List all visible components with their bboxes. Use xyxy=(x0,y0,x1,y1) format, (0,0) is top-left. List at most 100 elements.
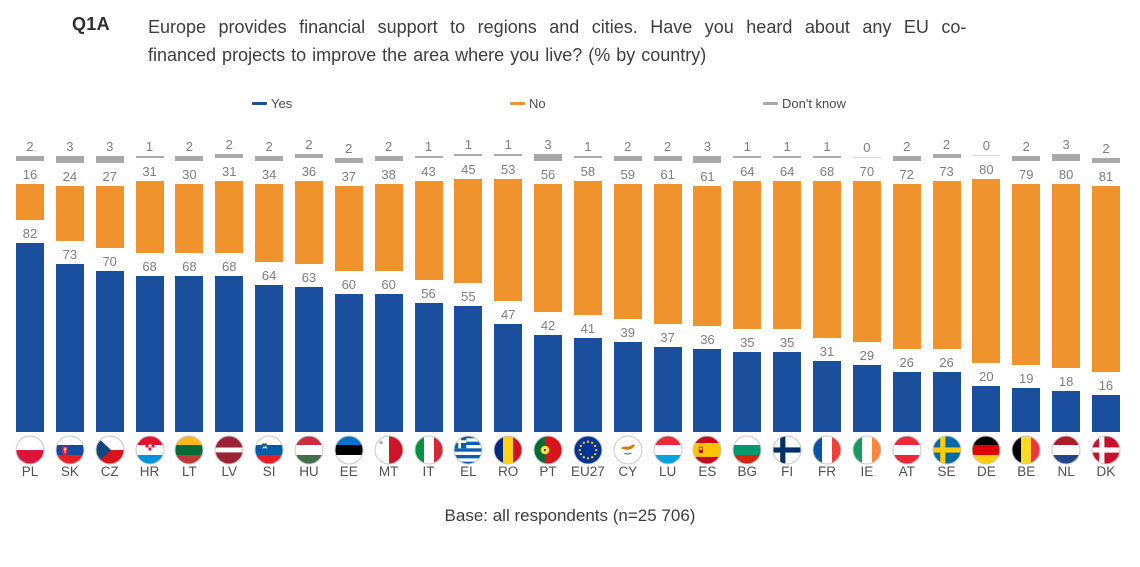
legend-item-no: No xyxy=(510,96,546,111)
dont-know-value-label: 2 xyxy=(185,139,193,154)
yes-bar xyxy=(215,275,244,432)
yes-bar xyxy=(1012,388,1041,432)
dont-know-bar xyxy=(613,156,642,161)
dont-know-value-label: 2 xyxy=(624,139,632,154)
dont-know-bar xyxy=(932,153,961,159)
flag-SK-icon xyxy=(55,435,85,465)
no-bar xyxy=(932,181,961,350)
no-value-label: 64 xyxy=(740,164,755,180)
legend-dash-icon xyxy=(252,102,267,105)
no-value-label: 61 xyxy=(660,166,675,182)
dont-know-bar xyxy=(215,153,244,159)
yes-bar xyxy=(972,386,1001,432)
no-value-label: 37 xyxy=(341,168,357,184)
dont-know-value-label: 1 xyxy=(584,139,592,154)
no-value-label: 38 xyxy=(381,166,396,182)
no-value-label: 80 xyxy=(979,162,994,177)
flag-LV-icon xyxy=(214,435,244,465)
yes-bar xyxy=(414,303,443,432)
dont-know-bar xyxy=(813,156,841,159)
yes-value-label: 73 xyxy=(62,247,78,263)
yes-bar xyxy=(16,243,44,432)
yes-value-label: 68 xyxy=(222,258,237,274)
bar-column-PT: 42 56 3 xyxy=(534,130,563,432)
yes-value-label: 26 xyxy=(939,355,954,371)
yes-value-label: 64 xyxy=(261,267,277,283)
no-value-label: 56 xyxy=(540,166,556,182)
country-label-EL: EL xyxy=(460,464,477,479)
country-label-DE: DE xyxy=(977,464,996,479)
country-label-FI: FI xyxy=(781,464,794,479)
flag-EE-icon xyxy=(334,435,364,465)
dont-know-bar xyxy=(534,153,563,161)
bar-column-IE: 29 70 0 xyxy=(852,130,881,432)
no-value-label: 73 xyxy=(939,164,954,180)
bar-column-AT: 26 72 2 xyxy=(892,130,921,432)
yes-value-label: 70 xyxy=(102,254,117,269)
flag-BG-icon xyxy=(732,435,762,465)
bar-column-BE: 19 79 2 xyxy=(1012,130,1041,432)
no-bar xyxy=(813,181,841,338)
dont-know-value-label: 2 xyxy=(1102,141,1110,157)
no-bar xyxy=(693,185,722,327)
dont-know-value-label: 3 xyxy=(1062,136,1070,152)
flag-HR-icon xyxy=(135,435,165,465)
no-bar xyxy=(573,181,602,315)
no-value-label: 81 xyxy=(1098,168,1114,184)
no-value-label: 34 xyxy=(261,166,277,182)
no-value-label: 79 xyxy=(1019,166,1034,182)
dont-know-bar xyxy=(414,156,443,159)
no-value-label: 31 xyxy=(142,164,157,180)
dont-know-value-label: 2 xyxy=(345,141,353,157)
no-bar xyxy=(1091,185,1120,373)
bar-column-LU: 37 61 2 xyxy=(653,130,682,432)
no-value-label: 16 xyxy=(22,166,38,182)
yes-value-label: 20 xyxy=(979,369,994,384)
yes-bar xyxy=(175,275,204,432)
country-label-IT: IT xyxy=(422,464,435,479)
dont-know-bar xyxy=(95,156,124,163)
dont-know-bar xyxy=(494,153,523,156)
yes-value-label: 41 xyxy=(580,320,596,336)
flag-HU-icon xyxy=(294,435,324,465)
flag-SI-icon xyxy=(254,435,284,465)
yes-value-label: 82 xyxy=(22,226,38,242)
bar-column-RO: 47 53 1 xyxy=(494,130,523,432)
dont-know-bar xyxy=(135,156,164,159)
dont-know-value-label: 2 xyxy=(265,139,273,154)
no-bar xyxy=(1052,183,1081,368)
dont-know-value-label: 2 xyxy=(663,139,672,154)
country-label-CZ: CZ xyxy=(100,464,119,479)
yes-value-label: 19 xyxy=(1019,371,1034,387)
dont-know-value-label: 2 xyxy=(26,139,34,154)
yes-value-label: 29 xyxy=(859,348,875,364)
flag-DK-icon xyxy=(1091,435,1121,465)
flag-IT-icon xyxy=(414,435,444,465)
flag-IE-icon xyxy=(852,435,882,465)
country-label-MT: MT xyxy=(378,464,399,479)
no-bar xyxy=(733,181,762,329)
legend-item-don-t-know: Don't know xyxy=(763,96,846,111)
yes-bar xyxy=(55,264,84,432)
no-bar xyxy=(534,183,563,313)
yes-value-label: 68 xyxy=(182,258,197,274)
yes-bar xyxy=(693,349,722,432)
no-bar xyxy=(414,181,443,281)
yes-bar xyxy=(334,294,363,432)
no-value-label: 27 xyxy=(102,168,117,184)
yes-bar xyxy=(932,372,961,432)
bar-column-PL: 82 16 2 xyxy=(16,130,44,432)
bar-column-FR: 31 68 1 xyxy=(813,130,841,432)
legend-label: Yes xyxy=(271,96,293,111)
yes-bar xyxy=(653,346,682,432)
yes-bar xyxy=(813,360,841,432)
no-bar xyxy=(374,183,403,271)
dont-know-bar xyxy=(334,158,363,163)
dont-know-value-label: 1 xyxy=(464,136,472,152)
country-label-NL: NL xyxy=(1057,464,1075,479)
country-label-DK: DK xyxy=(1096,464,1116,479)
yes-value-label: 37 xyxy=(660,329,675,345)
legend-label: No xyxy=(529,96,546,111)
country-label-IE: IE xyxy=(860,464,874,479)
